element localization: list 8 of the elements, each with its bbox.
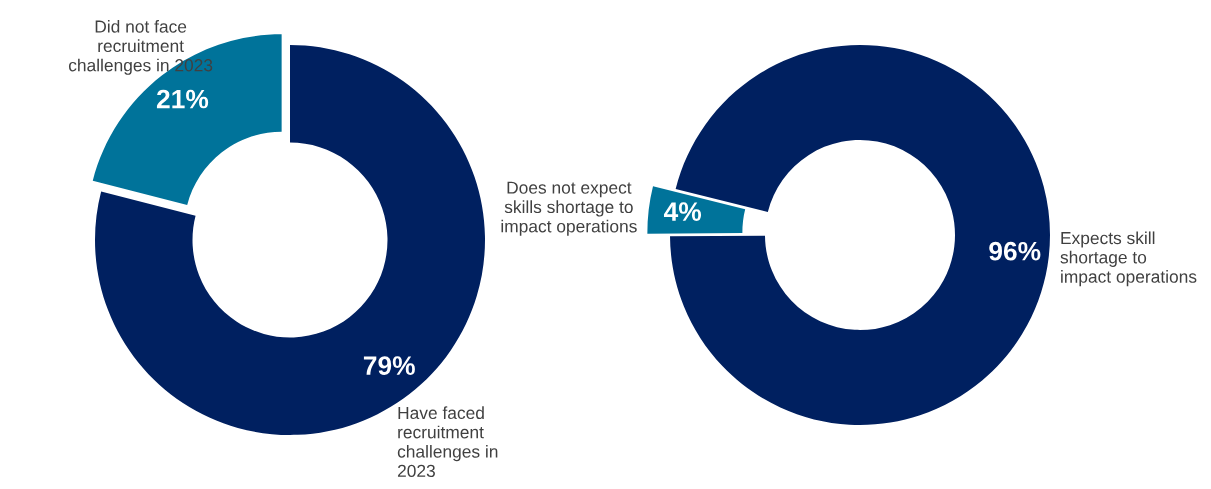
slice-label: Expects skill shortage to impact operations — [1060, 231, 1197, 287]
slice-label: Have faced recruitment challenges in 2023 — [397, 406, 498, 478]
data-label: 96% — [989, 241, 1041, 261]
data-label: 4% — [663, 202, 702, 221]
data-label: 79% — [363, 356, 415, 375]
slice-label: Does not expect skills shortage to impact operations — [501, 181, 637, 236]
data-label: 21% — [156, 89, 209, 109]
slice-label: Did not face recruitment challenges in 2023 — [68, 19, 213, 75]
